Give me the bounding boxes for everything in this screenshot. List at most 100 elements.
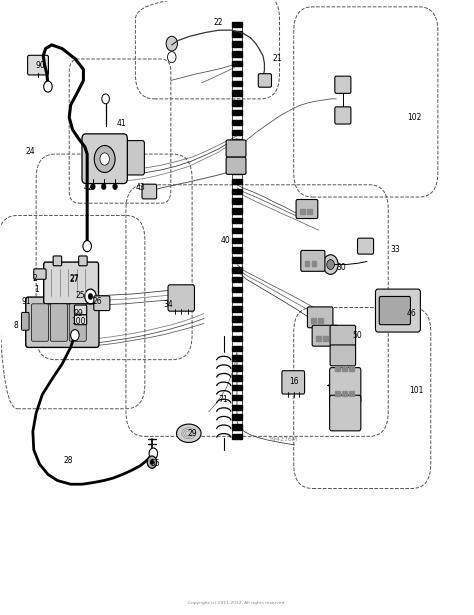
FancyBboxPatch shape <box>115 141 145 175</box>
Text: 102: 102 <box>407 113 421 122</box>
Text: 71: 71 <box>218 395 228 404</box>
Text: 46: 46 <box>407 309 417 318</box>
Bar <box>232 31 242 37</box>
Bar <box>232 199 242 204</box>
Bar <box>232 228 242 233</box>
Bar <box>318 318 323 323</box>
FancyBboxPatch shape <box>379 296 410 325</box>
Bar <box>232 159 242 165</box>
FancyBboxPatch shape <box>74 315 87 325</box>
Bar <box>232 346 242 351</box>
Bar <box>232 218 242 223</box>
FancyBboxPatch shape <box>357 238 374 254</box>
Bar <box>232 41 242 47</box>
FancyBboxPatch shape <box>82 134 128 183</box>
Text: 99: 99 <box>74 309 83 318</box>
Text: 33: 33 <box>391 245 400 254</box>
Text: 25: 25 <box>75 291 85 300</box>
Bar <box>232 415 242 420</box>
FancyBboxPatch shape <box>329 395 361 431</box>
Circle shape <box>102 94 109 104</box>
Bar <box>311 318 316 323</box>
Circle shape <box>44 81 52 92</box>
Bar <box>232 208 242 213</box>
Text: 8: 8 <box>14 322 18 330</box>
Bar <box>232 365 242 371</box>
FancyBboxPatch shape <box>226 140 246 157</box>
FancyBboxPatch shape <box>335 76 351 93</box>
Circle shape <box>166 36 177 51</box>
Circle shape <box>71 330 79 341</box>
Bar <box>232 267 242 272</box>
FancyBboxPatch shape <box>79 256 87 266</box>
Text: 27: 27 <box>69 274 79 282</box>
Bar <box>232 22 242 27</box>
Bar <box>232 130 242 135</box>
Text: Copyright (c) 2011-2022. All rights reserved.: Copyright (c) 2011-2022. All rights rese… <box>188 601 286 605</box>
Bar <box>323 336 328 341</box>
Circle shape <box>113 183 118 189</box>
Bar <box>232 100 242 106</box>
Bar <box>232 90 242 96</box>
Ellipse shape <box>176 424 201 443</box>
Text: 16: 16 <box>289 376 299 386</box>
Bar <box>232 237 242 243</box>
Circle shape <box>94 146 115 172</box>
Bar <box>232 51 242 57</box>
Bar <box>232 375 242 381</box>
Bar <box>232 120 242 125</box>
Bar <box>232 149 242 155</box>
Bar <box>349 367 354 371</box>
FancyBboxPatch shape <box>330 325 356 346</box>
Bar <box>232 424 242 430</box>
Text: 26: 26 <box>93 297 102 306</box>
Text: 2: 2 <box>32 274 37 282</box>
FancyBboxPatch shape <box>329 368 361 403</box>
FancyBboxPatch shape <box>34 269 46 279</box>
Circle shape <box>83 240 91 252</box>
FancyBboxPatch shape <box>308 307 333 328</box>
Bar <box>232 355 242 361</box>
FancyBboxPatch shape <box>301 250 325 271</box>
Text: 22: 22 <box>213 18 223 26</box>
Circle shape <box>327 260 334 269</box>
Text: 90: 90 <box>36 61 46 69</box>
Circle shape <box>101 183 106 189</box>
Circle shape <box>323 255 338 274</box>
Bar <box>232 296 242 302</box>
FancyBboxPatch shape <box>335 107 351 124</box>
FancyBboxPatch shape <box>53 256 62 266</box>
Bar <box>305 261 310 266</box>
Bar <box>232 247 242 253</box>
Text: 29: 29 <box>187 429 197 438</box>
Text: 34: 34 <box>164 300 173 309</box>
Bar <box>232 81 242 86</box>
Circle shape <box>91 183 95 189</box>
FancyBboxPatch shape <box>296 199 318 218</box>
Bar <box>232 140 242 145</box>
Text: 101: 101 <box>410 386 424 395</box>
FancyBboxPatch shape <box>69 304 86 341</box>
Bar <box>232 169 242 174</box>
Text: 42: 42 <box>83 183 93 192</box>
Text: 100: 100 <box>72 317 86 326</box>
Circle shape <box>88 293 93 300</box>
Text: 43: 43 <box>135 183 145 192</box>
Bar <box>312 261 317 266</box>
Circle shape <box>147 456 156 468</box>
Bar <box>232 287 242 292</box>
FancyBboxPatch shape <box>44 262 99 304</box>
FancyBboxPatch shape <box>142 184 156 199</box>
Text: 30: 30 <box>336 263 346 272</box>
FancyBboxPatch shape <box>50 304 67 341</box>
Bar <box>232 336 242 341</box>
Bar <box>232 306 242 312</box>
Bar <box>232 326 242 331</box>
FancyBboxPatch shape <box>74 305 87 315</box>
Text: 24: 24 <box>25 146 35 156</box>
Text: 21: 21 <box>273 55 282 63</box>
Text: 50: 50 <box>353 331 363 339</box>
Bar <box>335 367 339 371</box>
Bar <box>232 71 242 76</box>
Text: 41: 41 <box>117 119 126 128</box>
